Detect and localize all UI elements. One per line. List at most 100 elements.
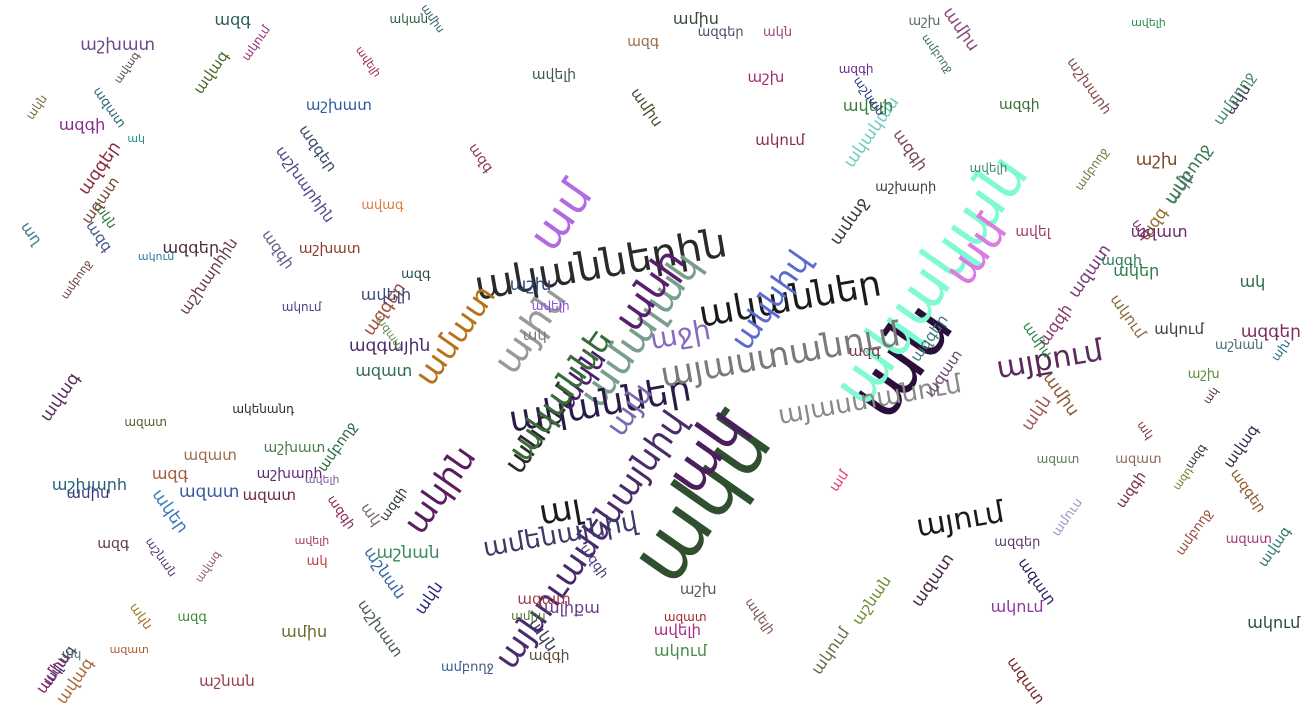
cloud-word: աշխատ [80,34,156,55]
cloud-word: ավելի [653,620,701,639]
cloud-word: ամբողջ [1071,144,1111,193]
cloud-word: ավագ [361,198,404,213]
cloud-word: ազգեր [162,237,220,257]
cloud-word: ամուս [1049,495,1087,539]
cloud-word: ազատ [178,481,240,502]
cloud-word: ազգի [528,648,570,665]
cloud-word: ազգի [323,492,358,532]
cloud-word: աշխարհ [1063,54,1115,118]
cloud-word: ավելի [842,95,894,115]
cloud-word: ակին [395,438,485,542]
cloud-word: ակում [807,623,854,678]
cloud-word: ակում [755,131,805,150]
cloud-word: ավագ [1219,420,1263,472]
cloud-word: աշխատ [263,440,326,457]
cloud-word: ամբողջ [57,257,95,302]
cloud-word: ակ [356,499,386,530]
cloud-word: ամ [825,466,852,495]
cloud-word: ազդ [1170,464,1195,493]
cloud-word: ակ [62,646,82,661]
cloud-word: ազատ [242,486,296,505]
cloud-word: ավագ [35,368,84,426]
cloud-word: ազատ [1115,452,1162,468]
cloud-word: ամբողջ [919,31,956,76]
cloud-word: ազգ [401,267,431,283]
cloud-word: ազգեր [1226,465,1269,516]
cloud-word: ազգի [1112,468,1150,512]
cloud-word: ազգային [348,335,431,356]
cloud-word: ազատ [517,590,571,609]
cloud-word: ամաջ [825,194,873,250]
cloud-word: ալիքա [543,598,600,618]
cloud-word: ավելի [1131,16,1166,30]
cloud-word: ավագ [192,547,224,585]
cloud-word: ավագ [190,47,233,98]
cloud-word: աշխատ [353,595,407,660]
cloud-word: ավելի [294,534,330,547]
cloud-word: ազգեր [697,25,744,41]
cloud-word: աշխ [1187,366,1220,382]
cloud-word: ավելի [531,299,570,314]
cloud-word: ակն [126,600,156,633]
cloud-word: ազգի [890,125,933,175]
cloud-word: ակեր [1113,260,1160,280]
cloud-word: ակում [1154,319,1204,338]
cloud-word: ակում [1247,613,1301,633]
cloud-word: ազգ [848,343,881,360]
cloud-word: ազգ [214,9,251,29]
cloud-word: ազգեր [994,534,1041,550]
cloud-word: ակն [1017,391,1057,435]
cloud-word: աշխարի [875,180,937,196]
cloud-word: աշխատ [305,95,372,114]
cloud-word: ազգի [258,226,299,272]
cloud-word: ակում [654,641,707,661]
cloud-word: ակ [306,553,328,569]
cloud-word: ամիս [281,621,328,641]
cloud-word: ամիս [627,84,668,130]
cloud-word: ամբողջ [1172,506,1216,559]
cloud-word: ավելի [741,595,778,638]
cloud-word: ավելի [304,472,340,486]
cloud-word: ակում [1107,291,1151,343]
cloud-word: ազատ [1063,240,1115,302]
cloud-word: աշնան [142,534,181,580]
cloud-word: ավելի [969,161,1008,176]
cloud-word: ազատ [1130,221,1188,241]
cloud-word: ազգի [838,61,874,76]
cloud-word: աշխ [908,13,941,29]
cloud-word: ակում [281,299,322,314]
cloud-word: աշխ [509,275,552,296]
cloud-word: ազատ [907,549,959,611]
cloud-word: ազգի [58,114,106,134]
cloud-word: ազատ [1003,653,1049,708]
cloud-word: ազգ [97,536,130,553]
cloud-word: ամիս [66,483,110,502]
cloud-word: ամիս [938,2,983,55]
cloud-word: ամիս [672,8,719,28]
cloud-word: ական [389,11,429,26]
cloud-word: ակում [239,23,274,64]
cloud-word: ազատ [124,415,167,430]
cloud-word: ակում [137,249,175,263]
cloud-word: ազգ [177,609,207,625]
cloud-word: ազատ [109,642,149,656]
cloud-word: ակ [522,326,547,345]
cloud-word: աշնան [848,572,895,629]
cloud-word: ակն [763,24,793,40]
cloud-word: աշխարհ [51,475,127,495]
cloud-word: ավելի [352,43,384,80]
cloud-word: ակ [1200,384,1222,407]
cloud-word: աշխատ [298,241,361,258]
cloud-word: ազգի [1101,253,1142,270]
cloud-word: ավել [1015,224,1051,241]
cloud-word: ազատ [1225,531,1272,547]
cloud-word: ավագ [110,49,143,87]
cloud-word: ամիս [511,609,546,624]
cloud-word: ազգի [999,97,1040,114]
cloud-word: ազգ [151,464,189,484]
cloud-word: աշխ [1135,149,1178,170]
cloud-word: աշխարհ [256,466,323,483]
cloud-word: աղ [17,218,47,249]
cloud-word: աշնան [199,671,255,690]
